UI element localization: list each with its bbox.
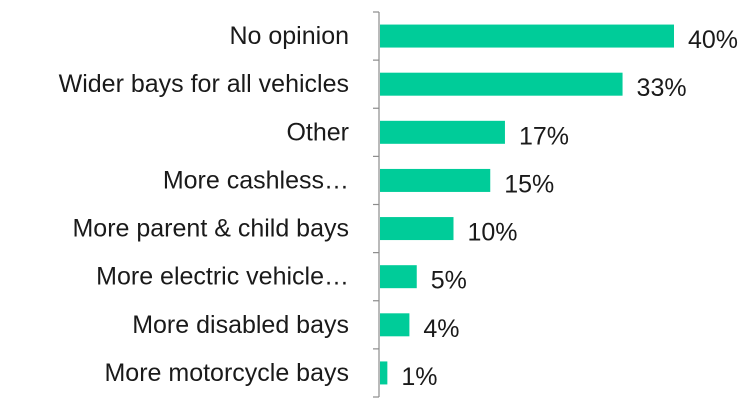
category-label: More parent & child bays [72, 215, 349, 243]
value-labels: 40%33% 17% 15% 10%5% 4% 1% [401, 26, 738, 391]
category-label: More electric vehicle… [96, 263, 349, 291]
value-label: 1% [401, 363, 437, 391]
value-label: 5% [431, 267, 467, 295]
category-label: Wider bays for all vehicles [59, 70, 349, 98]
bar [380, 120, 505, 144]
value-label: 10% [468, 219, 518, 247]
bar [380, 313, 410, 337]
bars [380, 24, 674, 385]
bar [380, 72, 623, 96]
bar [380, 265, 417, 289]
category-label: More disabled bays [132, 311, 349, 339]
value-label: 40% [688, 26, 738, 54]
bar [380, 217, 454, 241]
bar [380, 361, 388, 385]
category-labels: No opinion Wider bays for all vehicles Oth… [59, 22, 349, 387]
category-label: No opinion [229, 22, 349, 50]
bar [380, 24, 674, 48]
value-label: 17% [519, 122, 569, 150]
category-label: More motorcycle bays [104, 359, 349, 387]
value-label: 33% [637, 74, 687, 102]
value-label: 15% [504, 170, 554, 198]
y-axis [373, 11, 380, 398]
value-label: 4% [423, 315, 459, 343]
category-label: Other [286, 118, 349, 146]
bar [380, 168, 491, 192]
category-label: More cashless… [163, 166, 349, 194]
